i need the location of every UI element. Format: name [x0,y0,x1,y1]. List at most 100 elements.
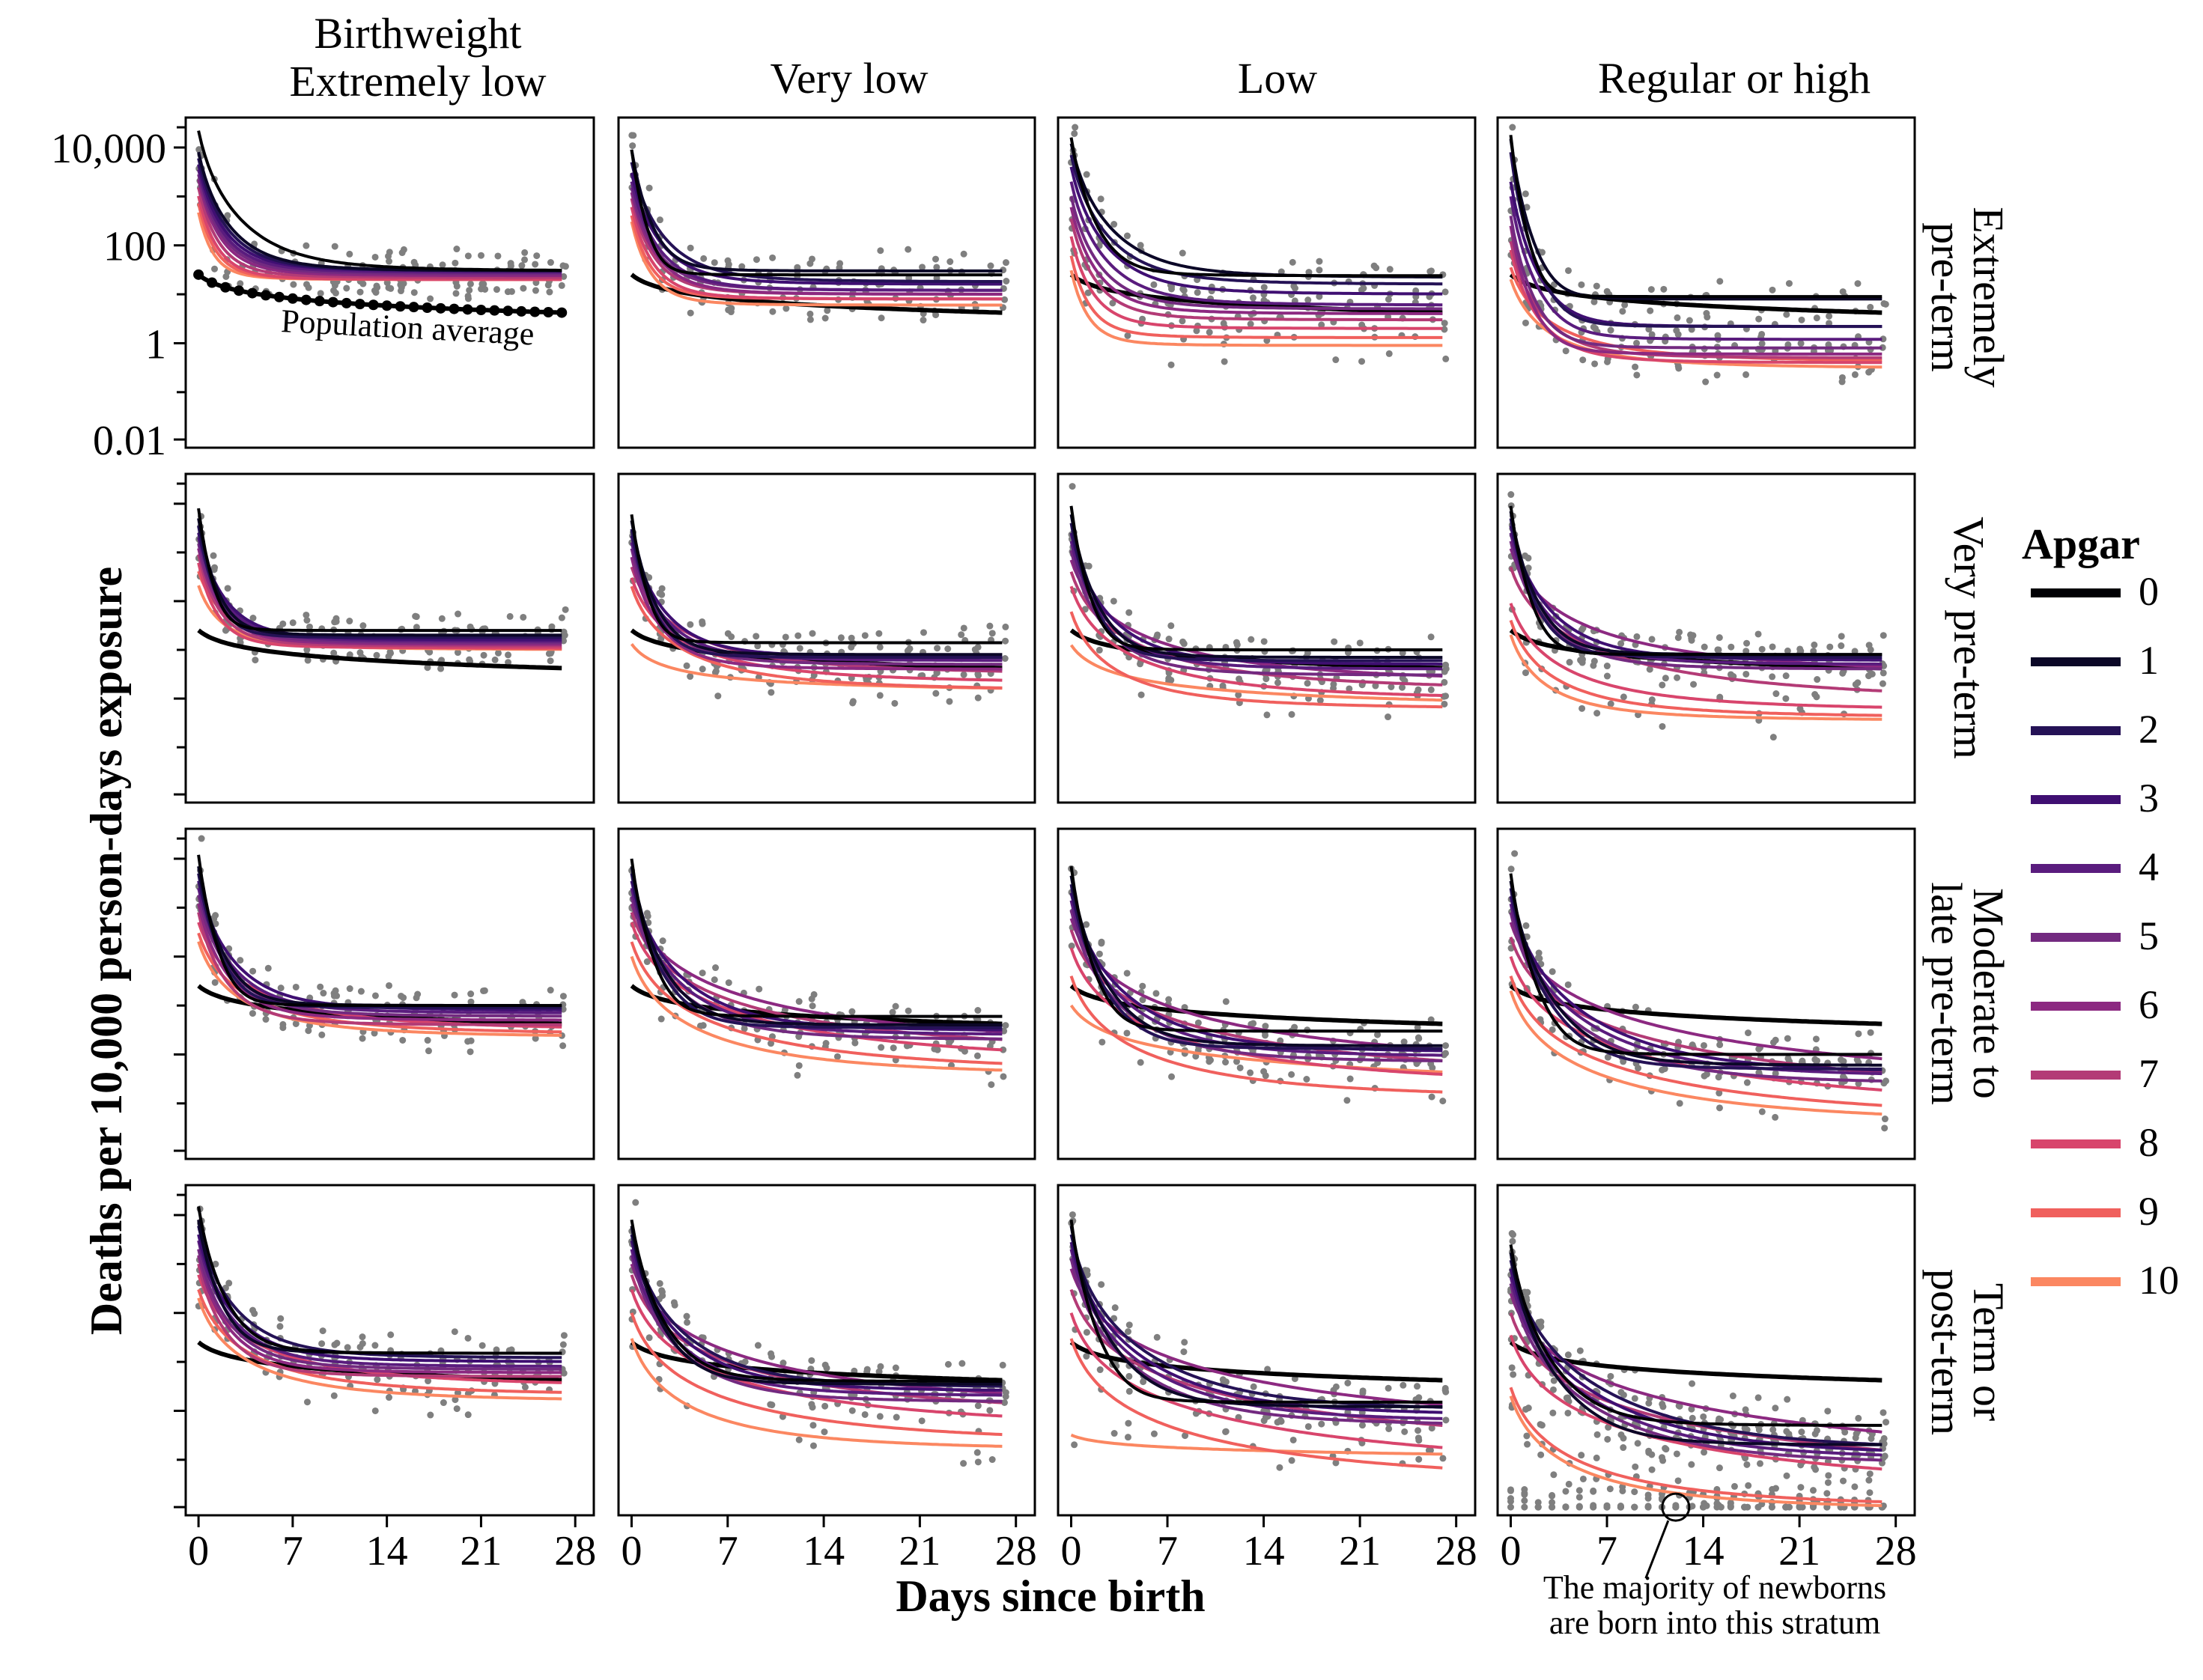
population-average-point [475,305,487,316]
data-point [1222,998,1230,1005]
data-point [303,281,311,288]
data-point [1879,680,1886,687]
data-point [1165,636,1173,643]
data-point [304,657,312,664]
data-point [1388,683,1395,690]
data-point [795,1436,803,1443]
data-point [1633,339,1641,347]
panel-r3-c3 [1496,1184,1916,1517]
data-point [696,1022,704,1029]
data-point [1620,1444,1627,1452]
data-point [1742,670,1750,678]
data-point [1358,1422,1366,1429]
legend-label-2: 2 [2139,707,2159,752]
data-point [1124,1434,1131,1441]
apgar-10-line [1509,279,1883,369]
apgar-0-line [197,854,562,1008]
apgar-curves [197,508,562,651]
data-point [1521,1503,1528,1511]
data-point [1840,1058,1847,1065]
legend-label-3: 3 [2139,776,2159,821]
data-point [1662,1445,1669,1452]
data-point [1123,970,1131,977]
population-average-point [556,307,568,318]
panel-frame [1496,472,1916,804]
data-point [1575,1503,1583,1511]
apgar-7-line [197,554,562,648]
data-point [1002,1389,1009,1396]
panel-frame [1057,827,1477,1160]
data-point [1534,1503,1542,1511]
data-point [212,1260,219,1267]
data-point [1139,996,1146,1004]
data-point [383,279,391,287]
apgar-10-line [1069,270,1443,347]
data-point [521,1384,529,1391]
data-point [1799,1057,1806,1065]
apgar-0-line [197,130,562,272]
data-point [1525,554,1532,561]
data-point [630,132,637,139]
data-point [1415,1437,1423,1444]
panel-r3-c2 [1057,1184,1477,1517]
apgar-0-line [1069,1220,1443,1404]
data-point [508,287,515,295]
data-point [780,1360,787,1367]
data-point [277,1315,285,1322]
data-point [738,263,746,270]
data-point [1525,564,1532,572]
data-point [559,262,567,270]
data-point [974,670,982,678]
data-point [1194,289,1201,296]
apgar-1-line [630,865,1003,1026]
apgar-9-line [1509,619,1883,717]
data-point [1096,646,1103,654]
data-point [1713,371,1721,379]
data-point [1754,1503,1762,1511]
population-average-point [234,285,245,296]
data-point [920,629,927,636]
data-point [1181,1339,1188,1346]
data-point [1772,690,1780,698]
data-point [809,630,816,637]
data-point [385,252,392,260]
data-point [1152,990,1160,997]
data-point [264,964,272,972]
data-point [1783,311,1790,318]
apgar-0-line [630,1219,1003,1383]
apgar-0-line [1509,505,1883,657]
data-point [1316,258,1323,265]
data-point [211,564,219,571]
data-point [211,265,219,273]
data-point [1359,1387,1367,1395]
population-average-point [207,277,218,288]
population-average-point [246,287,258,299]
data-point [1619,308,1626,315]
data-point [875,1368,883,1375]
data-point [1564,1409,1572,1416]
data-point [1179,317,1186,325]
data-point [210,552,217,559]
data-point [1784,1396,1791,1403]
population-average-line [197,984,562,1026]
y-tick-label: 1 [145,321,166,368]
data-point [464,252,472,260]
apgar-4-line [1069,181,1443,307]
x-tick-label: 0 [621,1528,642,1574]
data-point [1824,1407,1832,1415]
row-title-very-pre-term: Very pre-term [1945,517,1993,759]
data-point [1507,865,1515,873]
x-tick-label: 7 [1157,1528,1178,1574]
data-point [645,573,653,581]
data-point [1758,330,1766,338]
apgar-1-line [1069,1226,1443,1408]
data-point [1854,679,1862,687]
data-point [933,274,941,281]
data-point [657,1015,665,1023]
data-point [1441,326,1448,333]
data-point [1621,301,1629,308]
panel-r1-c3 [1496,472,1916,804]
data-point [1276,1464,1283,1471]
data-point [806,316,814,323]
apgar-9-line [1069,1338,1443,1470]
